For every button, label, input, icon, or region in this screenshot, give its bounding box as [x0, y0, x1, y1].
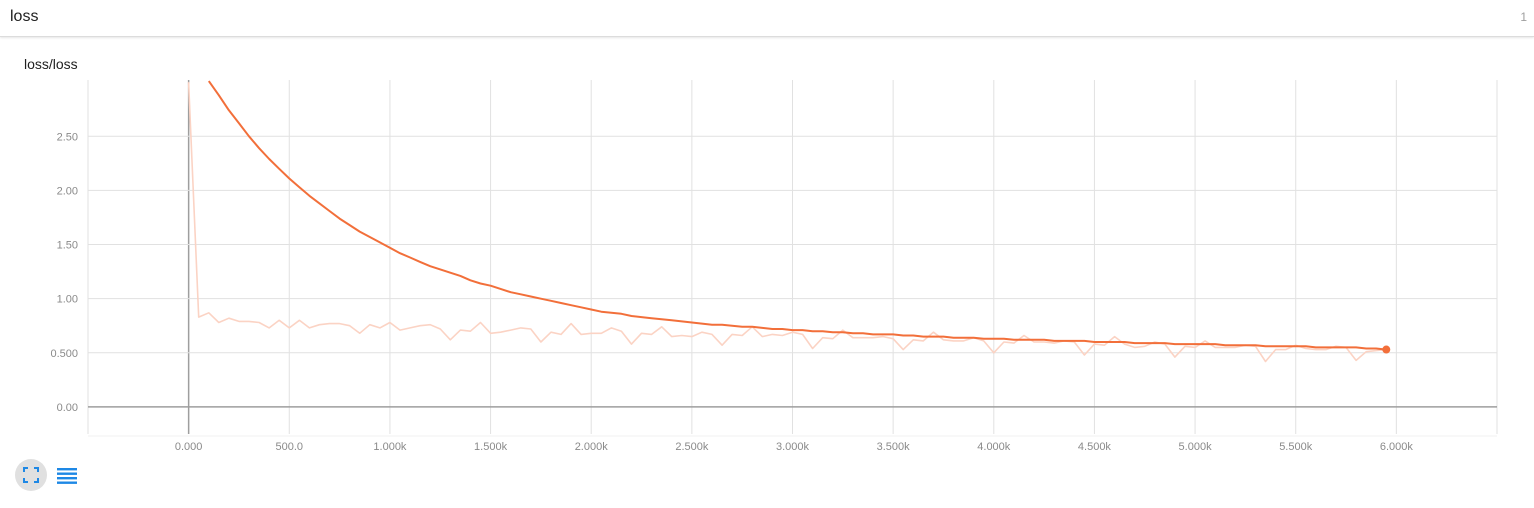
x-tick-label: 5.500k — [1279, 441, 1313, 450]
x-tick-label: 2.500k — [675, 441, 709, 450]
y-tick-label: 2.50 — [57, 131, 78, 143]
chart-title: loss/loss — [24, 56, 78, 72]
x-tick-label: 500.0 — [276, 441, 304, 450]
smoothed-loss-line — [207, 80, 1387, 351]
x-tick-label: 4.000k — [977, 441, 1011, 450]
x-tick-label: 0.000 — [175, 441, 203, 450]
x-tick-label: 3.500k — [877, 441, 911, 450]
x-tick-label: 4.500k — [1078, 441, 1112, 450]
fullscreen-icon — [23, 467, 39, 483]
y-tick-label: 2.00 — [57, 185, 78, 197]
run-header: loss 1 — [0, 0, 1534, 37]
y-tick-label: 1.00 — [57, 294, 78, 306]
x-tick-label: 5.000k — [1179, 441, 1213, 450]
last-point-marker — [1382, 345, 1391, 354]
toggle-data-button[interactable] — [55, 464, 79, 488]
y-tick-label: 0.00 — [57, 402, 78, 414]
x-tick-label: 6.000k — [1380, 441, 1414, 450]
x-tick-label: 3.000k — [776, 441, 810, 450]
header-count: 1 — [1520, 10, 1527, 24]
loss-chart[interactable]: 0.000 500.0 1.000k 1.500k 2.000k 2.500k 3.000k… — [0, 70, 1534, 450]
expand-button[interactable] — [15, 459, 47, 491]
list-icon — [57, 468, 77, 484]
y-tick-label: 0.500 — [50, 348, 78, 360]
x-tick-label: 1.000k — [373, 441, 407, 450]
x-tick-label: 2.000k — [575, 441, 609, 450]
header-title: loss — [10, 8, 39, 25]
raw-loss-line — [187, 82, 1387, 363]
y-tick-label: 1.50 — [57, 240, 78, 252]
x-tick-label: 1.500k — [474, 441, 508, 450]
